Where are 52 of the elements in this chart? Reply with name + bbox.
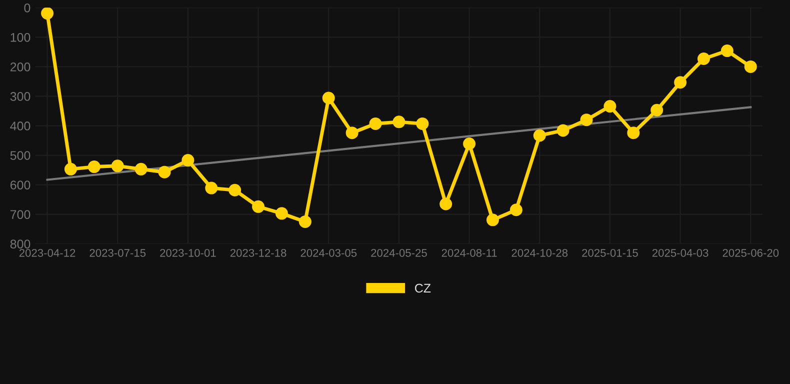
point — [88, 160, 100, 174]
point — [720, 44, 734, 58]
point — [697, 52, 710, 65]
y-tick-label: 500 — [10, 151, 30, 160]
point — [322, 92, 335, 104]
y-tick-label: 700 — [10, 210, 30, 219]
point — [134, 162, 148, 176]
point — [205, 182, 218, 194]
point — [41, 8, 54, 20]
point — [463, 138, 476, 150]
point — [346, 126, 358, 140]
x-tick-label: 2023-07-15 — [90, 248, 146, 257]
point — [744, 60, 757, 73]
point — [440, 198, 452, 210]
point — [510, 204, 522, 216]
point — [158, 166, 171, 178]
point — [416, 117, 429, 130]
x-tick-label: 2025-06-20 — [722, 248, 779, 257]
y-tick-label: 0 — [24, 3, 30, 12]
x-tick-label: 2023-04-12 — [19, 248, 76, 257]
y-tick-label: 400 — [10, 122, 30, 130]
x-tick-label: 2024-05-25 — [371, 248, 427, 257]
point — [64, 162, 77, 176]
point — [674, 76, 687, 89]
x-tick-label: 2025-01-15 — [582, 248, 638, 257]
point — [111, 160, 124, 172]
point — [392, 116, 406, 128]
x-tick-label: 2023-12-18 — [230, 248, 286, 257]
y-tick-label: 600 — [10, 180, 30, 190]
point — [486, 214, 499, 226]
point — [228, 184, 242, 196]
legend-label: CZ — [415, 284, 431, 293]
x-tick-label: 2024-10-28 — [512, 248, 568, 257]
x-tick-label: 2024-08-11 — [442, 248, 497, 257]
point — [298, 215, 312, 228]
y-tick-label: 200 — [10, 62, 30, 72]
point — [627, 126, 640, 140]
y-tick-label: 100 — [10, 33, 30, 42]
point — [252, 200, 265, 213]
x-tick-label: 2023-10-01 — [160, 248, 216, 257]
y-tick-label: 800 — [10, 240, 30, 248]
point — [533, 129, 546, 142]
point — [275, 207, 288, 220]
point — [580, 114, 593, 126]
point — [556, 124, 570, 137]
x-tick-label: 2025-04-03 — [652, 248, 708, 257]
point — [604, 100, 616, 113]
x-tick-label: 2024-03-05 — [300, 248, 357, 257]
point — [182, 154, 194, 167]
point — [650, 104, 664, 116]
point — [369, 117, 382, 130]
y-tick-label: 300 — [10, 92, 30, 101]
